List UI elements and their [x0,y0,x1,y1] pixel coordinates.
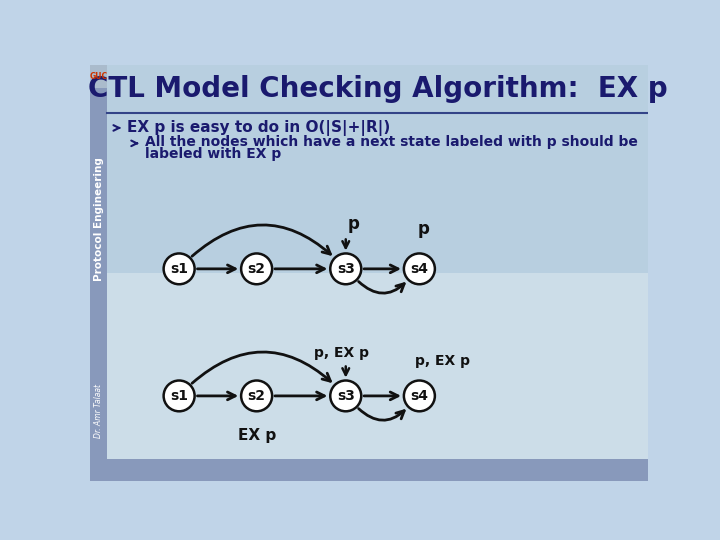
Text: s2: s2 [248,262,266,276]
Text: EX p: EX p [238,428,276,443]
Text: p, EX p: p, EX p [315,347,369,361]
Text: GUC: GUC [89,72,107,81]
Bar [90,65,107,88]
Bar [107,65,648,112]
Circle shape [330,253,361,284]
Circle shape [163,381,194,411]
Circle shape [404,381,435,411]
Text: p, EX p: p, EX p [415,354,470,368]
Circle shape [404,253,435,284]
Text: s1: s1 [170,262,188,276]
Text: labeled with EX p: labeled with EX p [145,147,282,161]
Text: s1: s1 [170,389,188,403]
Circle shape [241,253,272,284]
Text: p: p [347,215,359,233]
Text: Protocol Engineering: Protocol Engineering [94,157,104,281]
Bar [90,273,648,481]
Circle shape [330,381,361,411]
Text: s4: s4 [410,262,428,276]
Circle shape [163,253,194,284]
Text: s2: s2 [248,389,266,403]
Text: p: p [418,220,429,238]
Text: All the nodes which have a next state labeled with p should be: All the nodes which have a next state la… [145,135,638,149]
Text: EX p is easy to do in O(|S|+|R|): EX p is easy to do in O(|S|+|R|) [127,120,390,136]
Bar [90,65,107,481]
Text: s4: s4 [410,389,428,403]
Text: Dr. Amr Talaat: Dr. Amr Talaat [94,384,103,438]
Text: CTL Model Checking Algorithm:  EX p: CTL Model Checking Algorithm: EX p [88,76,667,104]
Text: s3: s3 [337,389,355,403]
Text: s3: s3 [337,262,355,276]
Circle shape [241,381,272,411]
Bar [90,459,648,481]
